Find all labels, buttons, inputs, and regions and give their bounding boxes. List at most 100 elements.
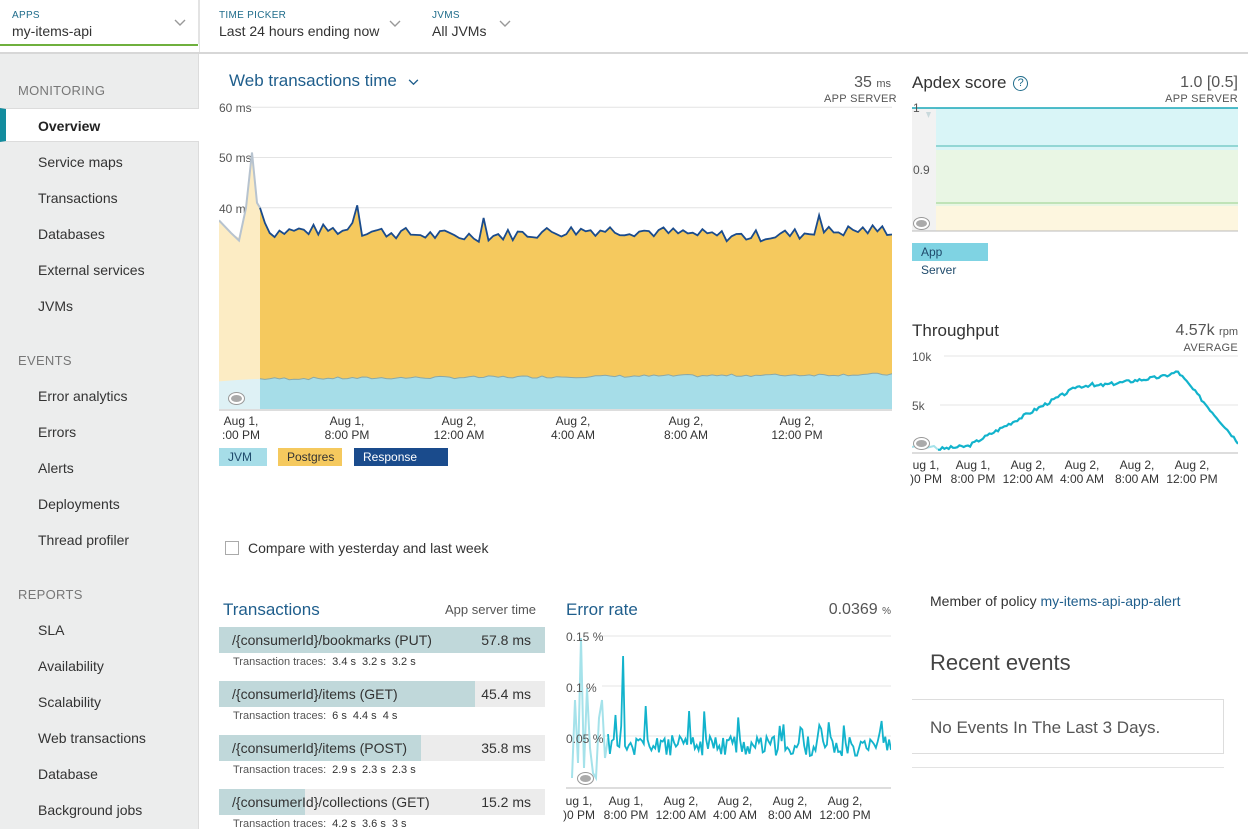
transaction-row[interactable]: /{consumerId}/items (POST) 35.8 ms	[219, 735, 545, 761]
jvms-picker[interactable]: JVMS All JVMs	[432, 10, 511, 40]
policy-prefix: Member of policy	[930, 593, 1037, 609]
sidebar-item-jvms[interactable]: JVMs	[38, 298, 73, 314]
web-transactions-value: 35	[854, 74, 872, 91]
legend-postgres[interactable]: Postgres	[278, 448, 342, 466]
xtick-line: ug 1,	[565, 794, 593, 808]
throughput-title: Throughput	[912, 321, 999, 340]
sidebar: MONITORING Overview Service maps Transac…	[0, 54, 199, 829]
sidebar-item-service-maps[interactable]: Service maps	[38, 154, 123, 170]
transaction-traces: Transaction traces: 3.4 s 3.2 s 3.2 s	[233, 656, 416, 668]
throughput-xtick: Aug 2, 8:00 AM	[1107, 458, 1167, 486]
sidebar-item-transactions[interactable]: Transactions	[38, 190, 118, 206]
sidebar-item-database[interactable]: Database	[38, 766, 98, 782]
divider	[912, 767, 1224, 768]
web-transactions-subtitle: APP SERVER	[824, 93, 897, 105]
chart-drag-handle[interactable]	[229, 393, 244, 404]
web-transactions-xtick: Aug 1,:00 PM	[196, 414, 286, 442]
xtick-line: Aug 2,	[663, 794, 699, 808]
transaction-name: /{consumerId}/items (POST)	[232, 740, 408, 756]
xtick-line: Aug 1,	[955, 458, 991, 472]
sidebar-item-background-jobs[interactable]: Background jobs	[38, 802, 143, 818]
sidebar-heading-monitoring: MONITORING	[18, 83, 106, 98]
error-rate-xtick: ug 1,)0 PM	[549, 794, 609, 822]
throughput-ytick: 5k	[912, 399, 925, 413]
trace-link[interactable]: 2.3 s	[362, 764, 386, 776]
trace-link[interactable]: 6 s	[332, 710, 347, 722]
trace-link[interactable]: 4.4 s	[352, 710, 377, 722]
trace-link[interactable]: 3.2 s	[391, 656, 416, 668]
chart-drag-handle[interactable]	[914, 218, 929, 229]
sidebar-item-web-transactions[interactable]: Web transactions	[38, 730, 146, 746]
xtick-line: 8:00 PM	[950, 472, 996, 486]
xtick-line: 12:00 PM	[771, 428, 823, 442]
apps-picker[interactable]: APPS my-items-api	[0, 0, 199, 46]
apdex-band-good	[936, 150, 1238, 206]
xtick-line: Aug 2,	[1064, 458, 1100, 472]
trace-link[interactable]: 4 s	[382, 710, 398, 722]
sidebar-item-external-services[interactable]: External services	[38, 262, 145, 278]
error-rate-summary: 0.0369 %	[829, 601, 891, 619]
sidebar-item-errors[interactable]: Errors	[38, 424, 77, 440]
xtick-line: 8:00 PM	[324, 428, 370, 442]
sidebar-item-error-analytics[interactable]: Error analytics	[38, 388, 128, 404]
transaction-traces: Transaction traces: 2.9 s 2.3 s 2.3 s	[233, 764, 416, 776]
legend-response-time[interactable]: Response time	[354, 448, 448, 482]
chart-drag-handle[interactable]	[914, 438, 929, 449]
transaction-name: /{consumerId}/bookmarks (PUT)	[232, 632, 432, 648]
trace-link[interactable]: 4.2 s	[332, 818, 356, 829]
sidebar-item-scalability[interactable]: Scalability	[38, 694, 102, 710]
sidebar-item-availability[interactable]: Availability	[38, 658, 104, 674]
time-picker-label: TIME PICKER	[219, 10, 287, 21]
sidebar-item-sla[interactable]: SLA	[38, 622, 65, 638]
apdex-band-fair	[936, 206, 1238, 231]
policy-link[interactable]: my-items-api-app-alert	[1040, 593, 1181, 609]
web-transactions-ytick: 60 ms	[219, 101, 252, 115]
chart-drag-handle[interactable]	[578, 773, 593, 784]
throughput-chart[interactable]	[912, 352, 1238, 456]
throughput-xtick: Aug 2, 4:00 AM	[1052, 458, 1112, 486]
trace-link[interactable]: 2.9 s	[332, 764, 356, 776]
transaction-row[interactable]: /{consumerId}/bookmarks (PUT) 57.8 ms	[219, 627, 545, 653]
sidebar-item-alerts[interactable]: Alerts	[38, 460, 74, 476]
policy-text: Member of policy my-items-api-app-alert	[930, 593, 1181, 609]
sidebar-item-databases[interactable]: Databases	[38, 226, 105, 242]
xtick-line: 12:00 AM	[1002, 472, 1054, 486]
error-rate-chart[interactable]	[566, 628, 891, 790]
web-transactions-chart[interactable]	[219, 100, 892, 411]
error-rate-value: 0.0369	[828, 601, 878, 618]
apdex-band-excellent	[936, 108, 1238, 150]
web-transactions-xtick: Aug 2, 8:00 AM	[641, 414, 731, 442]
legend-jvm[interactable]: JVM	[219, 448, 267, 466]
apdex-value: 1.0 [0.5]	[1180, 74, 1238, 91]
error-rate-ytick: 0.15 %	[566, 630, 604, 644]
xtick-line: )0 PM	[909, 472, 942, 486]
help-icon[interactable]: ?	[1013, 76, 1029, 91]
sidebar-item-overview[interactable]: Overview	[0, 108, 199, 142]
trace-link[interactable]: 3 s	[391, 818, 407, 829]
apdex-title: Apdex score ?	[912, 73, 1029, 93]
transaction-row[interactable]: /{consumerId}/collections (GET) 15.2 ms	[219, 789, 545, 815]
trace-link[interactable]: 3.6 s	[362, 818, 386, 829]
trace-link[interactable]: 3.2 s	[362, 656, 386, 668]
jvms-picker-value: All JVMs	[432, 23, 487, 39]
web-transactions-xtick: Aug 2, 12:00 PM	[752, 414, 842, 442]
traces-label: Transaction traces:	[233, 764, 327, 776]
apdex-chart[interactable]	[912, 104, 1238, 234]
error-rate-title[interactable]: Error rate	[566, 600, 638, 619]
xtick-line: 8:00 AM	[1114, 472, 1160, 486]
sidebar-heading-events: EVENTS	[18, 353, 72, 368]
compare-checkbox[interactable]	[225, 541, 239, 555]
error-rate-xtick: Aug 1, 8:00 PM	[596, 794, 656, 822]
sidebar-heading-reports: REPORTS	[18, 587, 83, 602]
time-picker[interactable]: TIME PICKER Last 24 hours ending now	[219, 10, 401, 40]
legend-app-server[interactable]: App Server	[912, 243, 988, 277]
trace-link[interactable]: 3.4 s	[332, 656, 356, 668]
apdex-band-previous	[912, 108, 936, 231]
transaction-row[interactable]: /{consumerId}/items (GET) 45.4 ms	[219, 681, 545, 707]
throughput-line	[937, 370, 1238, 451]
sidebar-item-deployments[interactable]: Deployments	[38, 496, 120, 512]
trace-link[interactable]: 2.3 s	[391, 764, 416, 776]
transactions-title[interactable]: Transactions	[223, 600, 320, 619]
web-transactions-title[interactable]: Web transactions time	[229, 71, 419, 91]
sidebar-item-thread-profiler[interactable]: Thread profiler	[38, 532, 130, 548]
